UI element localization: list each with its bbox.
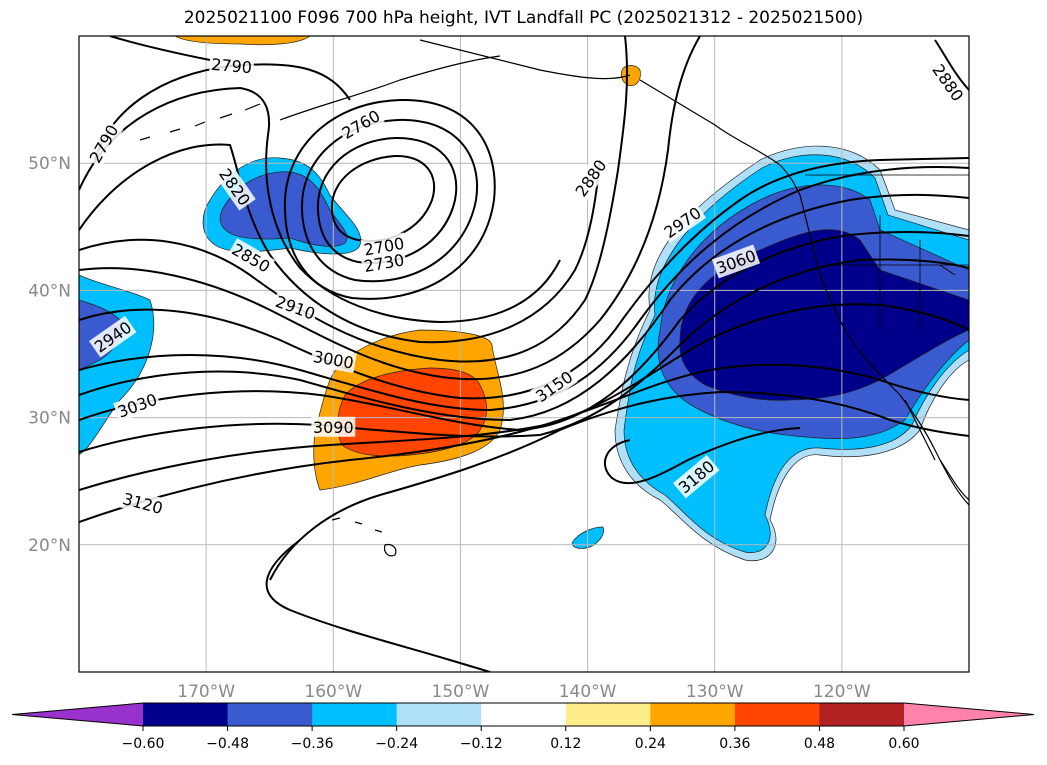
chart-title: 2025021100 F096 700 hPa height, IVT Land… bbox=[183, 8, 864, 28]
aleutians bbox=[139, 103, 261, 141]
colorbar-tick-labels: −0.60 −0.48 −0.36 −0.24 −0.12 0.12 0.24 0.36 0.4… bbox=[122, 726, 920, 752]
contour-label-background bbox=[672, 454, 720, 499]
contour-2790 bbox=[94, 63, 351, 161]
contour-label-background bbox=[208, 53, 255, 78]
colorbar-tick-label: −0.60 bbox=[122, 736, 165, 752]
colorbar-tick-label: 0.24 bbox=[635, 736, 666, 752]
contour-label-background bbox=[83, 119, 124, 168]
contour-label-background bbox=[336, 104, 385, 144]
ivt-shading bbox=[79, 36, 969, 562]
colorbar-segment bbox=[227, 703, 313, 726]
baja bbox=[904, 399, 969, 501]
lat-tick-label: 20°N bbox=[28, 536, 71, 556]
contour-label-background bbox=[118, 487, 167, 519]
contour-3180 bbox=[603, 427, 801, 485]
contour-label-background bbox=[113, 388, 162, 423]
contour-label-background bbox=[658, 201, 707, 243]
colorbar-segment bbox=[312, 703, 398, 726]
colorbar-tick-label: 0.48 bbox=[804, 736, 835, 752]
contour-label-background bbox=[227, 238, 276, 278]
lat-tick-label: 50°N bbox=[28, 154, 71, 174]
colorbar-tick-label: 0.36 bbox=[719, 736, 750, 752]
contour-label: 2910 bbox=[273, 292, 318, 324]
colorbar-extend-high bbox=[904, 703, 1034, 726]
contour-label-background bbox=[310, 345, 357, 374]
contour-2820 bbox=[79, 86, 561, 324]
contour-2880-west bbox=[79, 36, 628, 363]
colorbar-extend-low bbox=[12, 703, 143, 726]
lon-tick-label: 140°W bbox=[559, 682, 617, 702]
map-frame bbox=[78, 35, 970, 673]
contour-label-group: 2760 bbox=[336, 104, 385, 144]
contour-2850 bbox=[79, 143, 601, 344]
colorbar-segment bbox=[565, 703, 651, 726]
contour-label-background bbox=[927, 58, 969, 107]
coastlines bbox=[139, 39, 969, 557]
contour-2790-north bbox=[109, 36, 211, 61]
colorbar-tick-label: −0.36 bbox=[291, 736, 334, 752]
colorbar-segment bbox=[819, 703, 905, 726]
lat-tick-label: 40°N bbox=[28, 281, 71, 301]
contour-label: 2790 bbox=[211, 55, 253, 77]
alaska-coast bbox=[279, 39, 801, 196]
contour-label-background bbox=[711, 244, 761, 279]
lon-tick-label: 130°W bbox=[686, 682, 744, 702]
latitude-tick-labels: 50°N 40°N 30°N 20°N bbox=[28, 154, 71, 556]
contour-label-background bbox=[88, 315, 137, 358]
contour-2910 bbox=[79, 36, 701, 381]
contour-3120 bbox=[79, 363, 969, 523]
contour-2880-east bbox=[934, 39, 969, 91]
positive-region-yellow-top bbox=[174, 36, 311, 46]
colorbar-tick-label: 0.12 bbox=[550, 736, 581, 752]
contour-3060 bbox=[79, 258, 969, 453]
contour-label-background bbox=[569, 154, 612, 202]
contour-label-background bbox=[271, 290, 320, 325]
contour-3180-south bbox=[265, 539, 491, 672]
contour-label-group: 3120 bbox=[118, 487, 167, 519]
colorbar-segment bbox=[481, 703, 567, 726]
contour-label: 2790 bbox=[86, 121, 123, 166]
contour-2790-inner bbox=[283, 98, 496, 300]
contour-label-group: 2790 bbox=[208, 53, 255, 78]
colorbar bbox=[11, 702, 1035, 727]
colorbar-segment bbox=[650, 703, 736, 726]
contour-2700 bbox=[330, 154, 436, 242]
colorbar-tick-label: −0.48 bbox=[206, 736, 249, 752]
state-borders bbox=[805, 174, 969, 330]
contour-2730 bbox=[316, 136, 458, 264]
contour-3000 bbox=[79, 193, 969, 422]
contour-label: 3120 bbox=[121, 489, 165, 518]
contour-label: 3090 bbox=[313, 418, 354, 437]
lon-tick-label: 160°W bbox=[304, 682, 362, 702]
west-coast bbox=[799, 194, 969, 506]
colorbar-segment bbox=[143, 703, 229, 726]
longitude-tick-labels: 170°W 160°W 150°W 140°W 130°W 120°W bbox=[177, 682, 871, 702]
lat-tick-label: 30°N bbox=[28, 409, 71, 429]
colorbar-tick-label: 0.60 bbox=[888, 736, 919, 752]
lon-tick-label: 120°W bbox=[813, 682, 871, 702]
contour-label-background bbox=[360, 249, 408, 277]
contour-label-group: 2880 bbox=[569, 154, 612, 202]
contour-label-group: 2910 bbox=[271, 290, 320, 325]
lon-tick-label: 170°W bbox=[177, 682, 235, 702]
contour-label-group: 2790 bbox=[83, 119, 124, 168]
colorbar-tick-label: −0.24 bbox=[375, 736, 418, 752]
contour-label-background bbox=[311, 416, 356, 437]
colorbar-segment bbox=[396, 703, 482, 726]
colorbar-segment bbox=[734, 703, 820, 726]
negative-region-darkblue bbox=[679, 229, 969, 401]
contour-label-background bbox=[530, 365, 578, 408]
positive-region-yellow-small bbox=[620, 65, 641, 86]
lon-tick-label: 150°W bbox=[432, 682, 490, 702]
colorbar-tick-label: −0.12 bbox=[460, 736, 503, 752]
contour-label: 3000 bbox=[312, 347, 355, 373]
contour-3150 bbox=[269, 390, 969, 581]
contour-label-group: 3000 bbox=[310, 345, 357, 374]
contour-label-group: 3090 bbox=[311, 416, 356, 437]
hawaii bbox=[331, 517, 397, 557]
contour-label-background bbox=[214, 163, 256, 211]
